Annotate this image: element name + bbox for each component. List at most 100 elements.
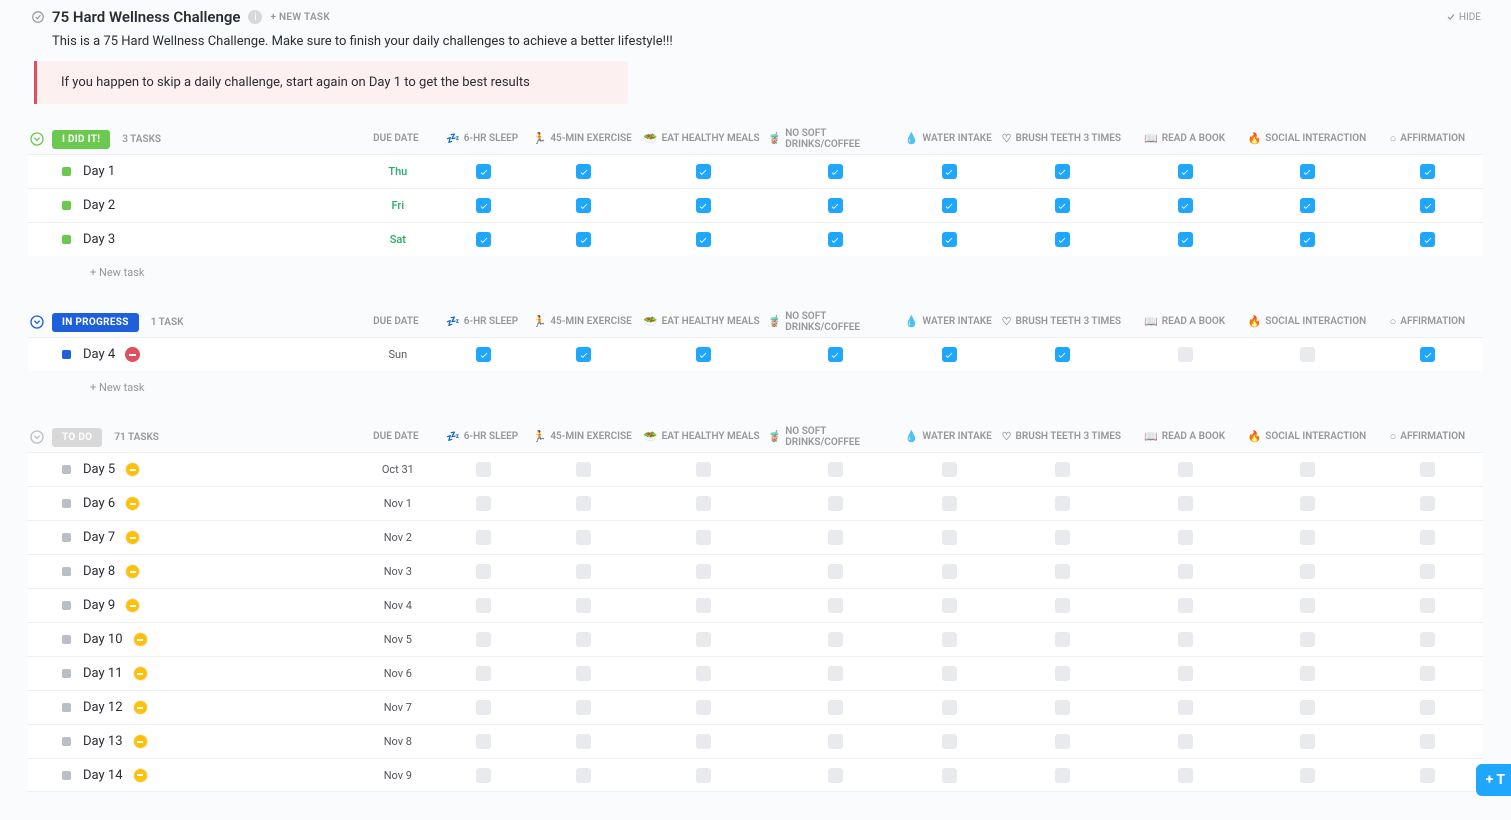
priority-flag-icon[interactable] [125,496,140,511]
checkbox[interactable] [1178,632,1193,647]
collapse-list-icon[interactable] [30,9,46,25]
checkbox[interactable] [576,564,591,579]
checkbox[interactable] [576,666,591,681]
checkbox[interactable] [696,198,711,213]
checkbox[interactable] [576,462,591,477]
checkbox[interactable] [1178,496,1193,511]
checkbox[interactable] [696,666,711,681]
checkbox[interactable] [696,347,711,362]
checkbox[interactable] [1178,530,1193,545]
checkbox[interactable] [576,530,591,545]
checkbox[interactable] [942,598,957,613]
checkbox[interactable] [696,700,711,715]
task-row[interactable]: Day 2Fri [28,188,1483,222]
fab-new-task-button[interactable]: + T [1476,764,1511,796]
checkbox[interactable] [476,598,491,613]
due-date-cell[interactable]: Sun [358,348,438,361]
due-date-cell[interactable]: Nov 4 [358,599,438,612]
task-name[interactable]: Day 8 [83,564,115,579]
checkbox[interactable] [1055,632,1070,647]
task-name[interactable]: Day 7 [83,530,115,545]
checkbox[interactable] [1300,496,1315,511]
status-square-icon[interactable] [62,201,71,210]
task-row[interactable]: Day 3 Sat [28,222,1483,256]
checkbox[interactable] [1420,564,1435,579]
checkbox[interactable] [942,768,957,783]
task-name[interactable]: Day 9 [83,598,115,613]
checkbox[interactable] [476,462,491,477]
section-collapse-icon[interactable] [28,313,46,331]
checkbox[interactable] [1420,462,1435,477]
checkbox[interactable] [576,700,591,715]
new-task-button[interactable]: + New task [28,371,1483,394]
due-date-cell[interactable]: Nov 8 [358,735,438,748]
status-square-icon[interactable] [62,499,71,508]
checkbox[interactable] [1055,768,1070,783]
checkbox[interactable] [828,700,843,715]
status-square-icon[interactable] [62,601,71,610]
checkbox[interactable] [828,768,843,783]
checkbox[interactable] [696,598,711,613]
hide-button[interactable]: HIDE [1446,12,1481,23]
checkbox[interactable] [828,734,843,749]
checkbox[interactable] [1055,564,1070,579]
checkbox[interactable] [1300,462,1315,477]
checkbox[interactable] [1300,164,1315,179]
checkbox[interactable] [1420,734,1435,749]
checkbox[interactable] [1300,232,1315,247]
task-row[interactable]: Day 11Nov 6 [28,656,1483,690]
checkbox[interactable] [696,530,711,545]
checkbox[interactable] [476,632,491,647]
checkbox[interactable] [476,530,491,545]
checkbox[interactable] [696,232,711,247]
checkbox[interactable] [476,232,491,247]
task-name[interactable]: Day 4 [83,347,115,362]
checkbox[interactable] [1420,232,1435,247]
task-row[interactable]: Day 1 Thu [28,154,1483,188]
task-name[interactable]: Day 3 [83,232,115,247]
task-row[interactable]: Day 7Nov 2 [28,520,1483,554]
due-date-cell[interactable]: Thu [358,165,438,178]
checkbox[interactable] [942,232,957,247]
status-pill[interactable]: I DID IT! [52,130,110,149]
checkbox[interactable] [942,347,957,362]
checkbox[interactable] [942,496,957,511]
checkbox[interactable] [1055,232,1070,247]
task-row[interactable]: Day 8Nov 3 [28,554,1483,588]
checkbox[interactable] [1178,734,1193,749]
checkbox[interactable] [1420,347,1435,362]
checkbox[interactable] [1420,768,1435,783]
checkbox[interactable] [828,598,843,613]
task-row[interactable]: Day 10Nov 5 [28,622,1483,656]
checkbox[interactable] [576,347,591,362]
priority-flag-icon[interactable] [125,598,140,613]
checkbox[interactable] [576,198,591,213]
checkbox[interactable] [476,198,491,213]
priority-flag-icon[interactable] [125,530,140,545]
due-date-cell[interactable]: Nov 5 [358,633,438,646]
checkbox[interactable] [1178,598,1193,613]
checkbox[interactable] [576,632,591,647]
checkbox[interactable] [1178,768,1193,783]
checkbox[interactable] [1420,198,1435,213]
task-name[interactable]: Day 1 [83,164,115,179]
checkbox[interactable] [828,530,843,545]
due-date-cell[interactable]: Nov 9 [358,769,438,782]
checkbox[interactable] [696,496,711,511]
new-task-top-button[interactable]: + NEW TASK [270,12,330,23]
checkbox[interactable] [828,666,843,681]
checkbox[interactable] [828,232,843,247]
checkbox[interactable] [1420,496,1435,511]
checkbox[interactable] [1055,164,1070,179]
checkbox[interactable] [1178,700,1193,715]
checkbox[interactable] [1055,198,1070,213]
due-date-cell[interactable]: Sat [358,233,438,246]
task-name[interactable]: Day 13 [83,734,123,749]
task-row[interactable]: Day 4 Sun [28,337,1483,371]
checkbox[interactable] [1420,164,1435,179]
checkbox[interactable] [696,164,711,179]
status-square-icon[interactable] [62,567,71,576]
checkbox[interactable] [1300,564,1315,579]
checkbox[interactable] [942,564,957,579]
task-name[interactable]: Day 2 [83,198,115,213]
